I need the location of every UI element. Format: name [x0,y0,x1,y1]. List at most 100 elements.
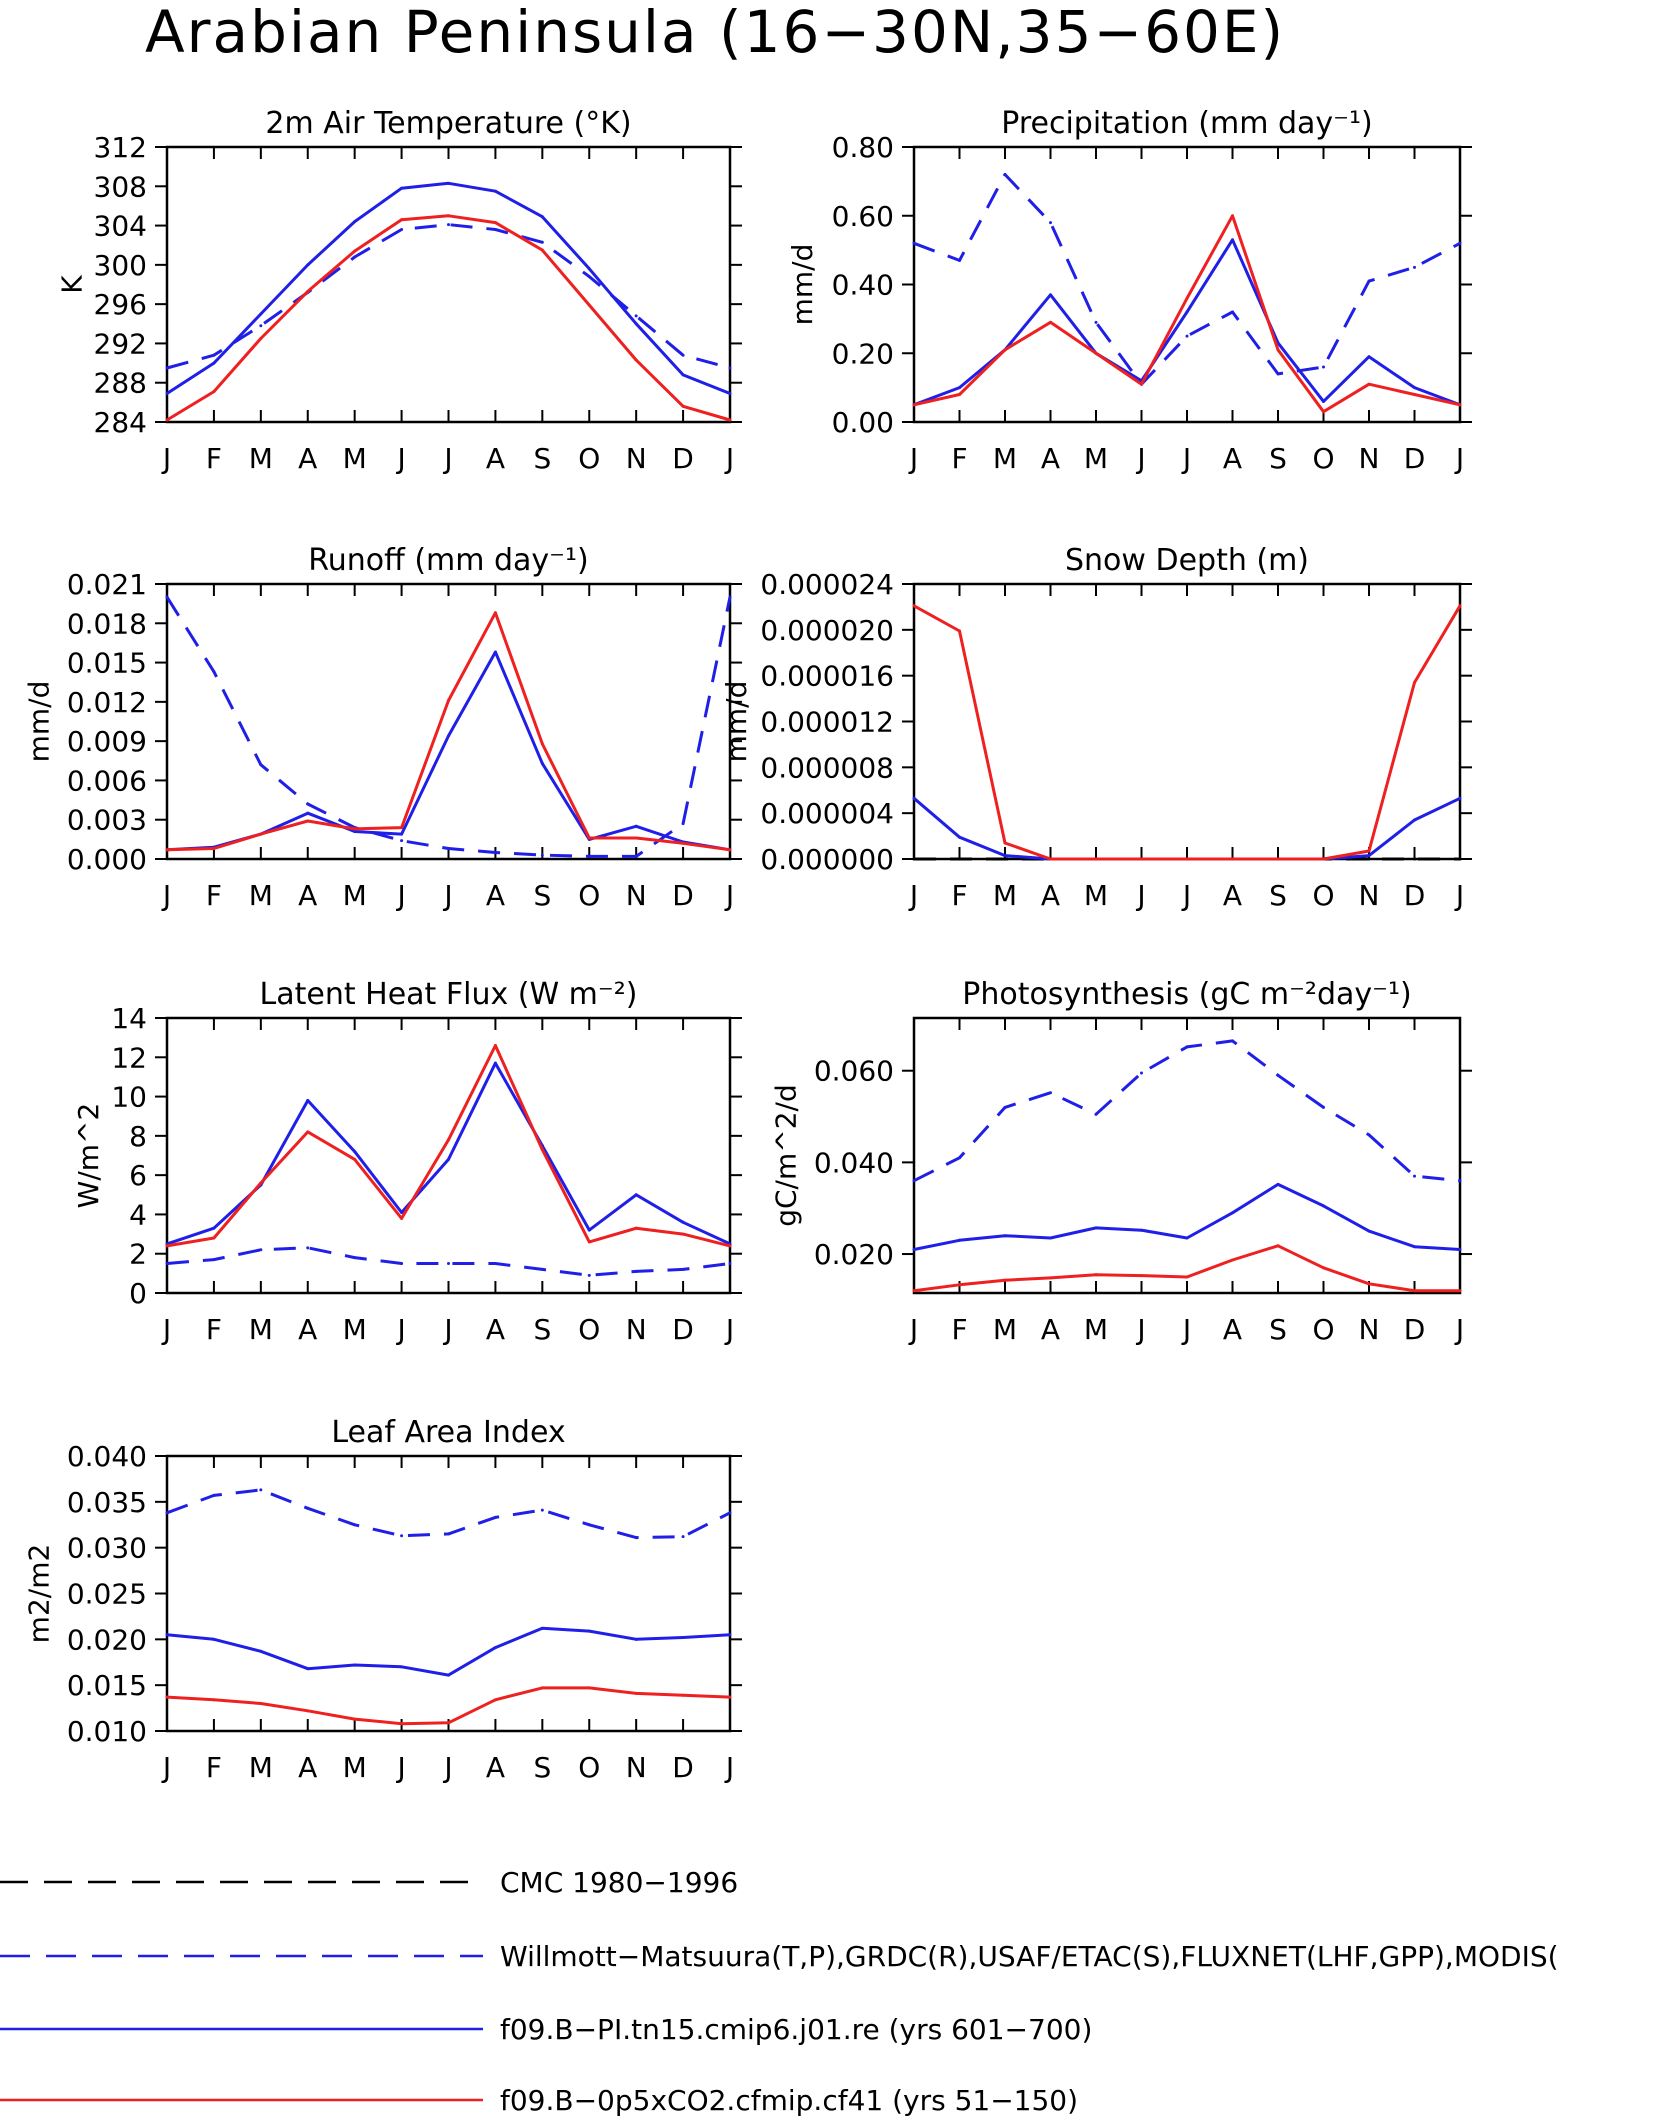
data-point-ctrl [1094,1226,1098,1230]
x-tick-label: J [1135,1313,1145,1346]
x-tick-label: O [578,1751,600,1784]
y-tick-label: 0.000008 [760,751,894,784]
data-point-exp [728,418,732,422]
data-point-exp [634,1226,638,1230]
data-point-obs [447,1262,450,1266]
data-point-exp [1049,857,1052,861]
data-point-ctrl [1185,310,1189,314]
series-line-obs [165,596,732,858]
x-tick-label: A [1041,442,1060,475]
data-point-ctrl [1185,1236,1189,1240]
data-point-obs [912,241,916,245]
data-point-ctrl [212,1226,216,1230]
data-point-exp [1276,348,1280,352]
data-point-obs [400,839,404,843]
x-tick-label: M [249,879,273,912]
data-point-exp [400,218,404,222]
y-tick-label: 0.021 [67,568,147,601]
data-point-exp [1094,351,1098,355]
data-point-obs [212,353,216,357]
y-tick-label: 288 [94,367,147,400]
x-tick-label: J [161,1751,171,1784]
x-tick-label: J [1135,879,1145,912]
data-point-exp [1322,857,1325,861]
data-point-exp [587,303,591,307]
x-tick-label: M [249,1313,273,1346]
data-point-ctrl [400,186,404,190]
data-point-exp [1094,1273,1098,1277]
plot-frame [165,145,732,424]
data-point-ctrl [1049,1236,1052,1240]
y-tick-label: 0.025 [67,1578,147,1611]
data-point-exp [540,1686,544,1690]
y-axis-label: K [56,275,89,294]
data-point-ctrl [353,830,357,833]
x-tick-label: A [1223,442,1242,475]
panel-snow-depth-m: Snow Depth (m)J F M A M J J A S O N D J0.0000000.000… [720,543,1472,912]
data-point-ctrl [400,1665,404,1669]
x-tick-label: M [343,442,367,475]
data-point-obs [728,1511,732,1515]
plot-frame [165,582,732,861]
plot-frame [912,1016,1462,1295]
x-tick-label: J [442,1751,452,1784]
x-tick-label: J [395,442,405,475]
data-point-exp [212,1236,216,1240]
x-tick-label: A [486,442,505,475]
series-line-exp [166,1044,731,1248]
data-point-obs [681,1267,685,1271]
data-point-exp [1276,857,1280,861]
data-point-obs [1276,372,1280,376]
data-point-exp [958,629,961,633]
y-tick-label: 0.018 [67,607,147,640]
data-point-obs [1185,334,1189,338]
y-axis-label: mm/d [720,681,753,763]
data-point-ctrl [400,832,404,836]
data-point-exp [1458,403,1462,407]
y-tick-label: 0.80 [832,131,894,164]
x-tick-label: S [1269,879,1287,912]
x-tick-label: J [161,442,171,475]
data-point-ctrl [681,373,685,377]
series-line-ctrl [166,650,731,852]
y-tick-label: 14 [111,1002,147,1035]
data-point-exp [681,1232,685,1236]
data-point-obs [1003,173,1007,176]
data-point-obs [212,670,216,674]
series-line-ctrl [913,1182,1461,1251]
x-tick-label: J [908,1313,918,1346]
data-point-exp [1231,1258,1234,1262]
x-tick-label: S [533,1313,551,1346]
data-point-exp [958,1283,961,1287]
data-point-exp [1140,1274,1143,1278]
x-tick-label: J [724,442,734,475]
data-point-obs [447,1532,450,1536]
data-point-obs [212,1258,216,1262]
data-point-obs [1458,1179,1462,1183]
y-tick-label: 0.009 [67,725,147,758]
y-tick-label: 0.000000 [760,843,894,876]
data-point-exp [165,1244,169,1248]
data-point-exp [1458,1289,1462,1293]
data-point-exp [1185,1275,1189,1279]
data-point-ctrl [1367,854,1371,858]
x-tick-label: N [626,1751,647,1784]
data-point-exp [165,418,169,422]
y-tick-label: 296 [94,288,147,321]
legend-label-cmc: CMC 1980−1996 [500,1866,738,1899]
x-tick-label: D [1404,1313,1426,1346]
data-point-cmc [1413,857,1416,861]
data-point-exp [634,1691,638,1695]
data-point-exp [259,1181,263,1185]
x-tick-label: A [298,879,317,912]
x-tick-label: A [298,1313,317,1346]
x-tick-label: A [486,879,505,912]
x-tick-label: M [249,1751,273,1784]
series-line-ctrl [166,1061,731,1246]
data-point-exp [1322,1266,1325,1270]
x-tick-label: N [626,1313,647,1346]
y-axis-label: W/m^2 [72,1103,105,1209]
data-point-obs [493,228,497,231]
data-point-obs [587,1523,591,1527]
data-point-ctrl [306,811,310,815]
